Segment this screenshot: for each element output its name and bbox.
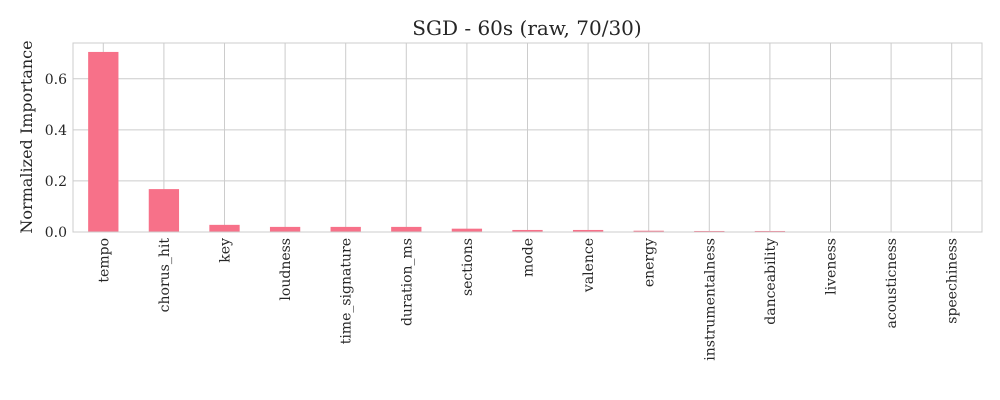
bars [88, 51, 967, 232]
x-tick-label: time_signature [339, 238, 355, 344]
y-tick-label: 0.6 [45, 72, 67, 88]
x-tick-label: loudness [278, 238, 294, 301]
plot-frame [72, 42, 983, 233]
bar-loudness [269, 226, 301, 232]
y-tick-label: 0.4 [45, 123, 67, 139]
bar-danceability [754, 230, 786, 232]
y-tick-label: 0.2 [45, 174, 67, 190]
bar-tempo [88, 51, 119, 232]
y-tick-label: 0.0 [45, 225, 67, 241]
x-tick-labels: tempo chorus_hit key loudness time_signature… [96, 238, 960, 361]
x-tick-label: duration_ms [399, 238, 415, 326]
y-axis-label: Normalized Importance [17, 40, 36, 233]
x-tick-label: liveness [824, 238, 840, 295]
x-tick-label: chorus_hit [157, 238, 173, 313]
x-tick-label: valence [581, 238, 597, 293]
bar-key [209, 224, 240, 232]
bar-valence [572, 229, 604, 232]
x-tick-label: instrumentalness [702, 238, 718, 361]
bar-time_signature [330, 226, 361, 232]
bar-sections [451, 228, 483, 232]
x-tick-label: danceability [763, 238, 779, 325]
bar-energy [633, 230, 664, 232]
x-tick-label: key [218, 238, 234, 263]
x-tick-label: sections [460, 238, 476, 296]
chart-title: SGD - 60s (raw, 70/30) [412, 16, 641, 40]
x-tick-label: tempo [96, 238, 112, 283]
y-tick-labels: 0.0 0.2 0.4 0.6 [45, 72, 67, 241]
x-tick-label: speechiness [945, 238, 961, 324]
bar-duration_ms [391, 226, 422, 232]
grid-lines [73, 43, 982, 233]
bar-mode [512, 229, 543, 232]
bar-instrumentalness [694, 230, 725, 232]
x-tick-label: energy [642, 238, 658, 287]
x-tick-label: acousticness [884, 238, 900, 328]
bar-chorus_hit [148, 189, 180, 232]
x-tick-label: mode [521, 238, 537, 277]
